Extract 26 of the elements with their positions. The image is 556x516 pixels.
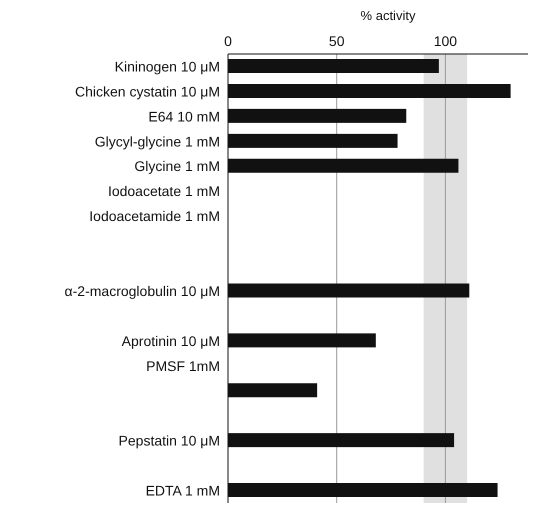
y-tick-label: PMSF 1mM: [146, 358, 220, 374]
y-tick-label: E64 10 mM: [148, 108, 220, 124]
bar: [228, 59, 439, 73]
y-tick-label: Iodoacetamide 1 mM: [89, 208, 220, 224]
x-tick-label: 100: [434, 33, 458, 49]
bar: [228, 134, 398, 148]
y-tick-label: α-2-macroglobulin 10 μM: [64, 282, 220, 299]
x-tick-label: 0: [224, 33, 232, 49]
y-tick-label: Iodoacetate 1 mM: [108, 183, 220, 200]
bar: [228, 333, 376, 348]
x-axis-title: % activity: [360, 8, 416, 24]
y-tick-label: Chicken cystatin 10 μM: [74, 83, 220, 100]
y-tick-label: Kininogen 10 μM: [114, 58, 220, 74]
bar: [228, 84, 511, 98]
y-tick-label: Aprotinin 10 μM: [122, 332, 220, 349]
bar: [228, 483, 498, 498]
y-tick-label: EDTA 1 mM: [146, 482, 220, 498]
bar: [228, 108, 406, 123]
bar: [228, 158, 458, 173]
bar: [228, 433, 454, 448]
bar: [228, 383, 318, 398]
bar: [228, 284, 470, 298]
y-tick-label: Glycyl-glycine 1 mM: [94, 133, 220, 150]
x-tick-label: 50: [328, 33, 345, 49]
y-tick-label: Pepstatin 10 μM: [118, 432, 220, 449]
y-tick-label: Glycine 1 mM: [134, 158, 220, 174]
